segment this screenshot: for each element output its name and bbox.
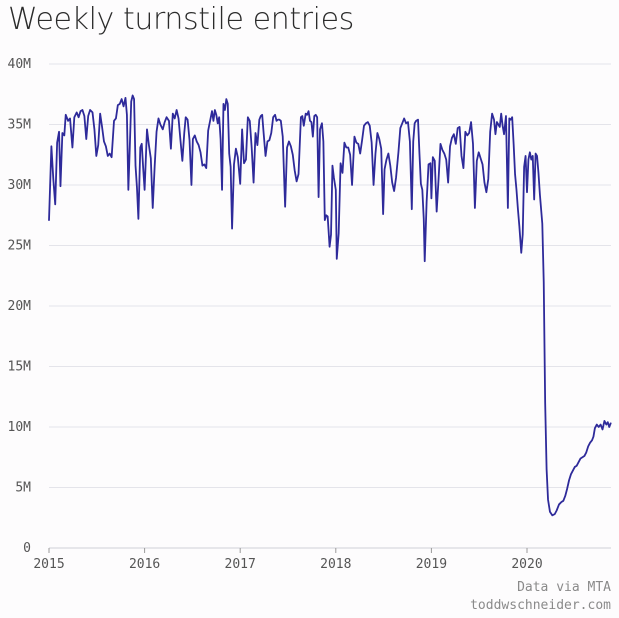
x-tick-label: 2018: [320, 557, 351, 572]
y-tick-label: 15M: [8, 360, 32, 375]
chart-title: Weekly turnstile entries: [8, 2, 354, 37]
x-tick-label: 2016: [129, 557, 160, 572]
x-axis: 2015 2016 2017 2018 2019 2020: [33, 548, 543, 572]
x-tick-label: 2020: [511, 557, 542, 572]
y-tick-label: 0: [23, 541, 31, 556]
y-tick-label: 20M: [8, 299, 32, 314]
y-tick-label: 5M: [15, 481, 31, 496]
y-tick-label: 25M: [8, 239, 32, 254]
grid-lines: [49, 63, 611, 549]
x-tick-label: 2017: [225, 557, 256, 572]
x-tick-label: 2019: [416, 557, 447, 572]
credit-site: toddwschneider.com: [470, 598, 611, 613]
y-tick-label: 40M: [8, 57, 32, 72]
y-axis: 0 5M 10M 15M 20M 25M 30M 35M 40M: [8, 57, 32, 556]
y-tick-label: 10M: [8, 420, 32, 435]
series-group: [48, 94, 612, 517]
y-tick-label: 30M: [8, 178, 32, 193]
x-tick-label: 2015: [33, 557, 64, 572]
y-tick-label: 35M: [8, 118, 32, 133]
series-line-weekly-entries: [48, 94, 612, 517]
credit-source: Data via MTA: [517, 580, 611, 595]
